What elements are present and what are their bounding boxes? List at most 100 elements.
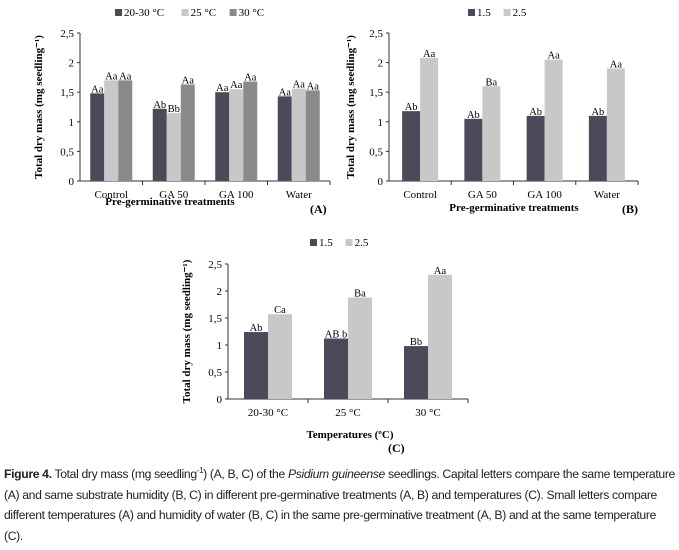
x-tick-label: GA 50 bbox=[159, 189, 189, 201]
bar bbox=[428, 274, 452, 399]
x-tick-label: GA 100 bbox=[219, 189, 254, 201]
bar-data-label: Ab bbox=[405, 102, 418, 113]
y-tick-label: 2 bbox=[217, 286, 223, 298]
x-tick-label: 20-30 °C bbox=[248, 407, 288, 419]
legend-label: 2.5 bbox=[513, 7, 527, 19]
y-tick-label: 0 bbox=[378, 176, 384, 188]
panel-label: (A) bbox=[310, 202, 327, 216]
y-tick-label: 1,5 bbox=[60, 87, 74, 99]
panel-label: (C) bbox=[388, 441, 405, 455]
bar bbox=[544, 59, 563, 181]
caption-text-3: seedlings. Capital letters compare the s… bbox=[4, 467, 675, 543]
bar-data-label: Aa bbox=[307, 81, 320, 92]
legend-swatch bbox=[345, 239, 353, 246]
bar-data-label: Aa bbox=[119, 71, 132, 82]
y-tick-label: 1 bbox=[69, 117, 75, 129]
chart-panel-a: 20-30 °C 25 °C 30 °C 0 0,5 1 1,5 2 2,5 Total dry … bbox=[33, 7, 331, 216]
bar bbox=[402, 111, 421, 181]
y-tick-label: 0 bbox=[217, 394, 223, 406]
figure-label: Figure 4. bbox=[4, 467, 52, 482]
legend-swatch bbox=[503, 9, 511, 16]
bar-data-label: Aa bbox=[548, 51, 561, 62]
bar bbox=[348, 297, 372, 399]
x-axis-label: Pre-germinative treatments bbox=[105, 196, 235, 208]
bar bbox=[588, 115, 607, 181]
bar-data-label: Aa bbox=[610, 60, 623, 71]
y-tick-label: 2 bbox=[69, 58, 75, 70]
chart-panel-c: 1.5 2.5 0 0,5 1 1,5 2 2,5 Total dry mass (mg see… bbox=[181, 237, 469, 455]
legend-label: 20-30 °C bbox=[124, 7, 164, 19]
y-axis-label: Total dry mass (mg seedling⁻¹) bbox=[345, 35, 357, 179]
x-tick-label: Water bbox=[286, 189, 312, 201]
figure-caption: Figure 4. Total dry mass (mg seedling-1)… bbox=[4, 461, 676, 546]
bar-data-label: Aa bbox=[279, 87, 292, 98]
species-name: Psidium guineense bbox=[287, 467, 385, 482]
bar bbox=[324, 338, 348, 399]
x-tick-label: Control bbox=[94, 189, 128, 201]
bar-data-label: AB b bbox=[325, 330, 347, 341]
legend-swatch bbox=[468, 9, 475, 16]
bar bbox=[152, 108, 167, 181]
bar bbox=[291, 88, 306, 181]
bar bbox=[305, 90, 320, 181]
y-tick-label: 1,5 bbox=[208, 313, 222, 325]
bar bbox=[420, 57, 439, 181]
bar bbox=[526, 115, 545, 181]
y-tick-label: 2,5 bbox=[208, 259, 222, 271]
legend-swatch bbox=[115, 9, 122, 16]
legend-label: 30 °C bbox=[239, 7, 265, 19]
bar bbox=[268, 314, 292, 399]
bar-data-label: Ba bbox=[354, 288, 366, 299]
bar-data-label: Ab bbox=[467, 110, 480, 121]
caption-text-2: ) (A, B, C) of the bbox=[203, 467, 288, 482]
bar bbox=[277, 96, 292, 181]
bar-data-label: Aa bbox=[105, 71, 118, 82]
y-tick-label: 2 bbox=[378, 58, 384, 70]
bar-data-label: Ab bbox=[250, 323, 263, 334]
bar bbox=[180, 84, 195, 181]
legend-swatch bbox=[229, 9, 237, 16]
chart-panel-b: 1.5 2.5 0 0,5 1 1,5 2 2,5 Total dry mass (mg see… bbox=[345, 7, 639, 216]
y-tick-label: 0,5 bbox=[60, 146, 74, 158]
y-axis-label: Total dry mass (mg seedling⁻¹) bbox=[33, 35, 45, 179]
legend-swatch bbox=[310, 239, 317, 246]
bar-data-label: Ab bbox=[153, 100, 166, 111]
bar-data-label: Bb bbox=[168, 104, 180, 115]
legend-label: 1.5 bbox=[477, 7, 491, 19]
panel-label: (B) bbox=[622, 202, 638, 216]
y-tick-label: 1 bbox=[217, 340, 223, 352]
bar-data-label: Aa bbox=[216, 83, 229, 94]
bar-data-label: Ba bbox=[486, 77, 498, 88]
x-tick-label: Control bbox=[403, 189, 437, 201]
bar bbox=[464, 118, 483, 181]
legend-label: 25 °C bbox=[191, 7, 217, 19]
legend-swatch bbox=[181, 9, 189, 16]
bar-data-label: Aa bbox=[293, 80, 306, 91]
bar-data-label: Aa bbox=[244, 73, 257, 84]
bar bbox=[90, 93, 105, 181]
bar bbox=[229, 89, 244, 181]
legend-label: 2.5 bbox=[355, 237, 369, 249]
y-tick-label: 1 bbox=[378, 117, 384, 129]
x-tick-label: Water bbox=[594, 189, 620, 201]
y-tick-label: 2,5 bbox=[369, 28, 383, 40]
x-tick-label: 30 °C bbox=[415, 407, 441, 419]
bar bbox=[104, 80, 119, 181]
y-tick-label: 0,5 bbox=[369, 146, 383, 158]
bar-data-label: Aa bbox=[182, 76, 195, 87]
bar-data-label: Aa bbox=[434, 266, 447, 277]
x-tick-label: GA 100 bbox=[527, 189, 562, 201]
y-tick-label: 2,5 bbox=[60, 28, 74, 40]
x-tick-label: 25 °C bbox=[335, 407, 361, 419]
y-axis-label: Total dry mass (mg seedling⁻¹) bbox=[181, 259, 193, 403]
bar bbox=[606, 68, 625, 181]
bar bbox=[118, 80, 133, 181]
bar-data-label: Aa bbox=[423, 49, 436, 60]
caption-sup: -1 bbox=[196, 466, 204, 475]
legend-label: 1.5 bbox=[319, 237, 333, 249]
bar bbox=[482, 86, 501, 181]
bar bbox=[243, 81, 258, 181]
bar-data-label: Aa bbox=[230, 80, 243, 91]
bar bbox=[244, 332, 268, 399]
